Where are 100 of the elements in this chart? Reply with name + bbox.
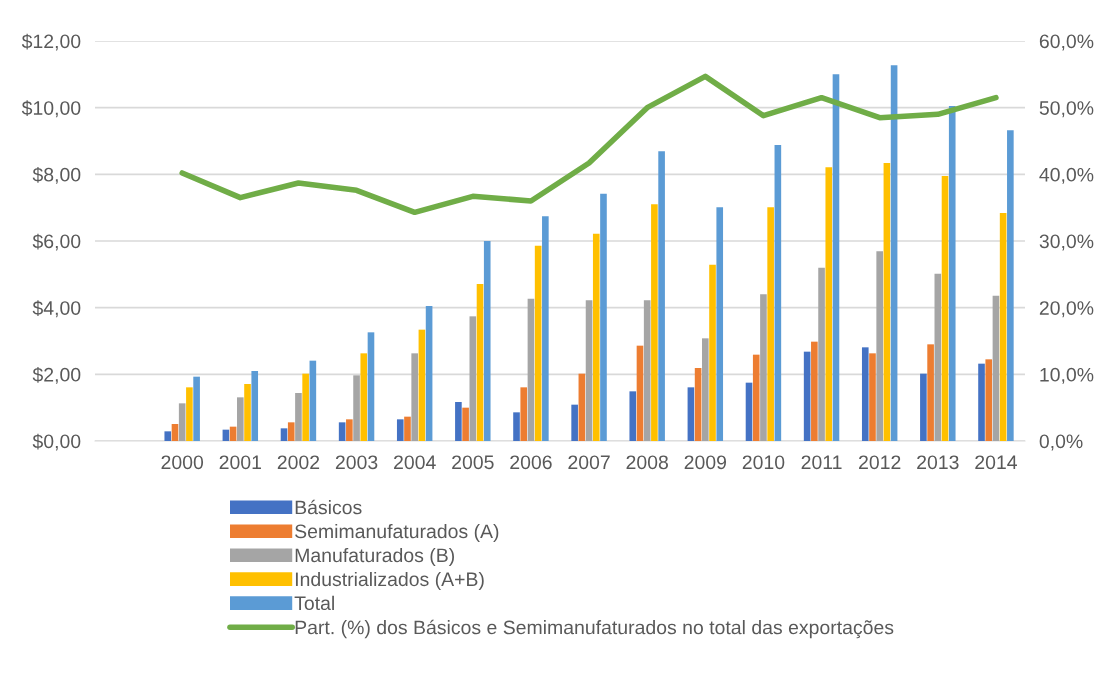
y2-tick-label: 20,0%	[1039, 301, 1094, 318]
bar	[941, 176, 949, 441]
bar	[455, 402, 462, 441]
bar	[193, 376, 200, 441]
bar	[425, 306, 433, 441]
bar	[534, 245, 542, 441]
y2-tick-label: 10,0%	[1040, 367, 1094, 384]
bar	[825, 167, 833, 441]
bar	[716, 207, 724, 441]
y-tick-label: $0,00	[32, 433, 81, 451]
bar	[636, 345, 644, 441]
bar	[462, 407, 469, 441]
x-tick-label: 2010	[742, 455, 785, 470]
x-tick-label: 2006	[510, 455, 552, 470]
bar	[818, 267, 825, 441]
bar	[883, 163, 891, 441]
bar	[745, 382, 753, 441]
bar	[280, 428, 288, 441]
bar	[760, 294, 767, 441]
y2-tick-label: 60,0%	[1039, 34, 1094, 51]
bar	[295, 393, 302, 441]
y-tick-label: $10,00	[21, 100, 81, 118]
y-tick-label: $4,00	[32, 300, 81, 318]
x-tick-label: 2003	[335, 455, 378, 470]
bar	[411, 353, 418, 441]
legend-label: Manufaturados (B)	[295, 547, 454, 567]
bar	[774, 145, 782, 441]
bar	[709, 264, 716, 441]
bar	[302, 373, 309, 441]
x-tick-label: 2001	[219, 455, 261, 470]
legend-label: Industrializados (A+B)	[295, 571, 484, 590]
bar	[171, 424, 179, 441]
bar	[752, 354, 760, 441]
x-tick-label: 2002	[277, 455, 320, 470]
bar	[396, 419, 404, 441]
bar	[483, 241, 491, 441]
x-tick-label: 2000	[161, 455, 204, 470]
y-tick-label: $2,00	[32, 366, 81, 384]
bar	[592, 233, 600, 441]
bar	[367, 332, 375, 441]
x-tick-label: 2013	[917, 455, 959, 470]
bar	[869, 353, 876, 441]
bar	[309, 360, 317, 441]
bar	[629, 391, 637, 441]
legend-label: Semimanufaturados (A)	[295, 523, 499, 543]
bar	[178, 403, 186, 441]
bar	[404, 416, 411, 441]
x-tick-label: 2004	[394, 455, 436, 470]
bar	[985, 359, 993, 441]
bar	[978, 363, 985, 441]
bar	[520, 387, 528, 441]
x-tick-label: 2007	[568, 455, 610, 470]
bar	[948, 106, 956, 441]
x-tick-label: 2005	[452, 455, 494, 470]
y2-tick-label: 30,0%	[1039, 234, 1094, 251]
bar	[658, 151, 665, 441]
bar	[585, 300, 593, 441]
bar	[927, 344, 934, 441]
bar	[513, 412, 520, 441]
legend-label: Part. (%) dos Básicos e Semimanufaturados no total das exportações	[295, 619, 894, 639]
x-tick-label: 2012	[859, 455, 901, 470]
bar	[338, 422, 346, 441]
y2-tick-label: 0,0%	[1039, 434, 1083, 451]
x-tick-label: 2014	[975, 455, 1017, 470]
bar	[571, 404, 578, 441]
bar	[287, 422, 295, 441]
y2-tick-label: 40,0%	[1039, 167, 1094, 184]
bar	[803, 351, 811, 441]
x-tick-label: 2008	[626, 455, 668, 470]
bar	[861, 347, 869, 441]
bar	[251, 371, 259, 441]
bar	[164, 431, 172, 441]
bar	[811, 341, 818, 441]
bar	[360, 353, 368, 441]
bar	[418, 329, 426, 441]
legend-label: Básicos	[295, 499, 362, 515]
bar	[999, 213, 1007, 441]
bar	[600, 193, 607, 441]
bar	[476, 284, 484, 441]
y-tick-label: $6,00	[32, 233, 81, 251]
bar	[694, 368, 702, 441]
y-tick-label: $12,00	[21, 33, 81, 51]
bar	[767, 207, 774, 441]
bar	[651, 204, 658, 441]
x-tick-label: 2009	[684, 455, 727, 470]
bar	[876, 251, 883, 441]
x-tick-label: 2011	[801, 455, 842, 470]
bar	[244, 384, 251, 441]
bar	[353, 375, 360, 441]
y2-tick-label: 50,0%	[1039, 101, 1094, 118]
bar	[186, 387, 193, 441]
bar	[920, 373, 927, 441]
bar	[934, 273, 942, 441]
bar	[237, 397, 244, 441]
bar	[702, 338, 709, 441]
bar	[469, 316, 477, 441]
bar	[527, 298, 535, 441]
bar	[346, 419, 353, 441]
bar	[992, 295, 1000, 441]
bar	[1007, 130, 1014, 441]
